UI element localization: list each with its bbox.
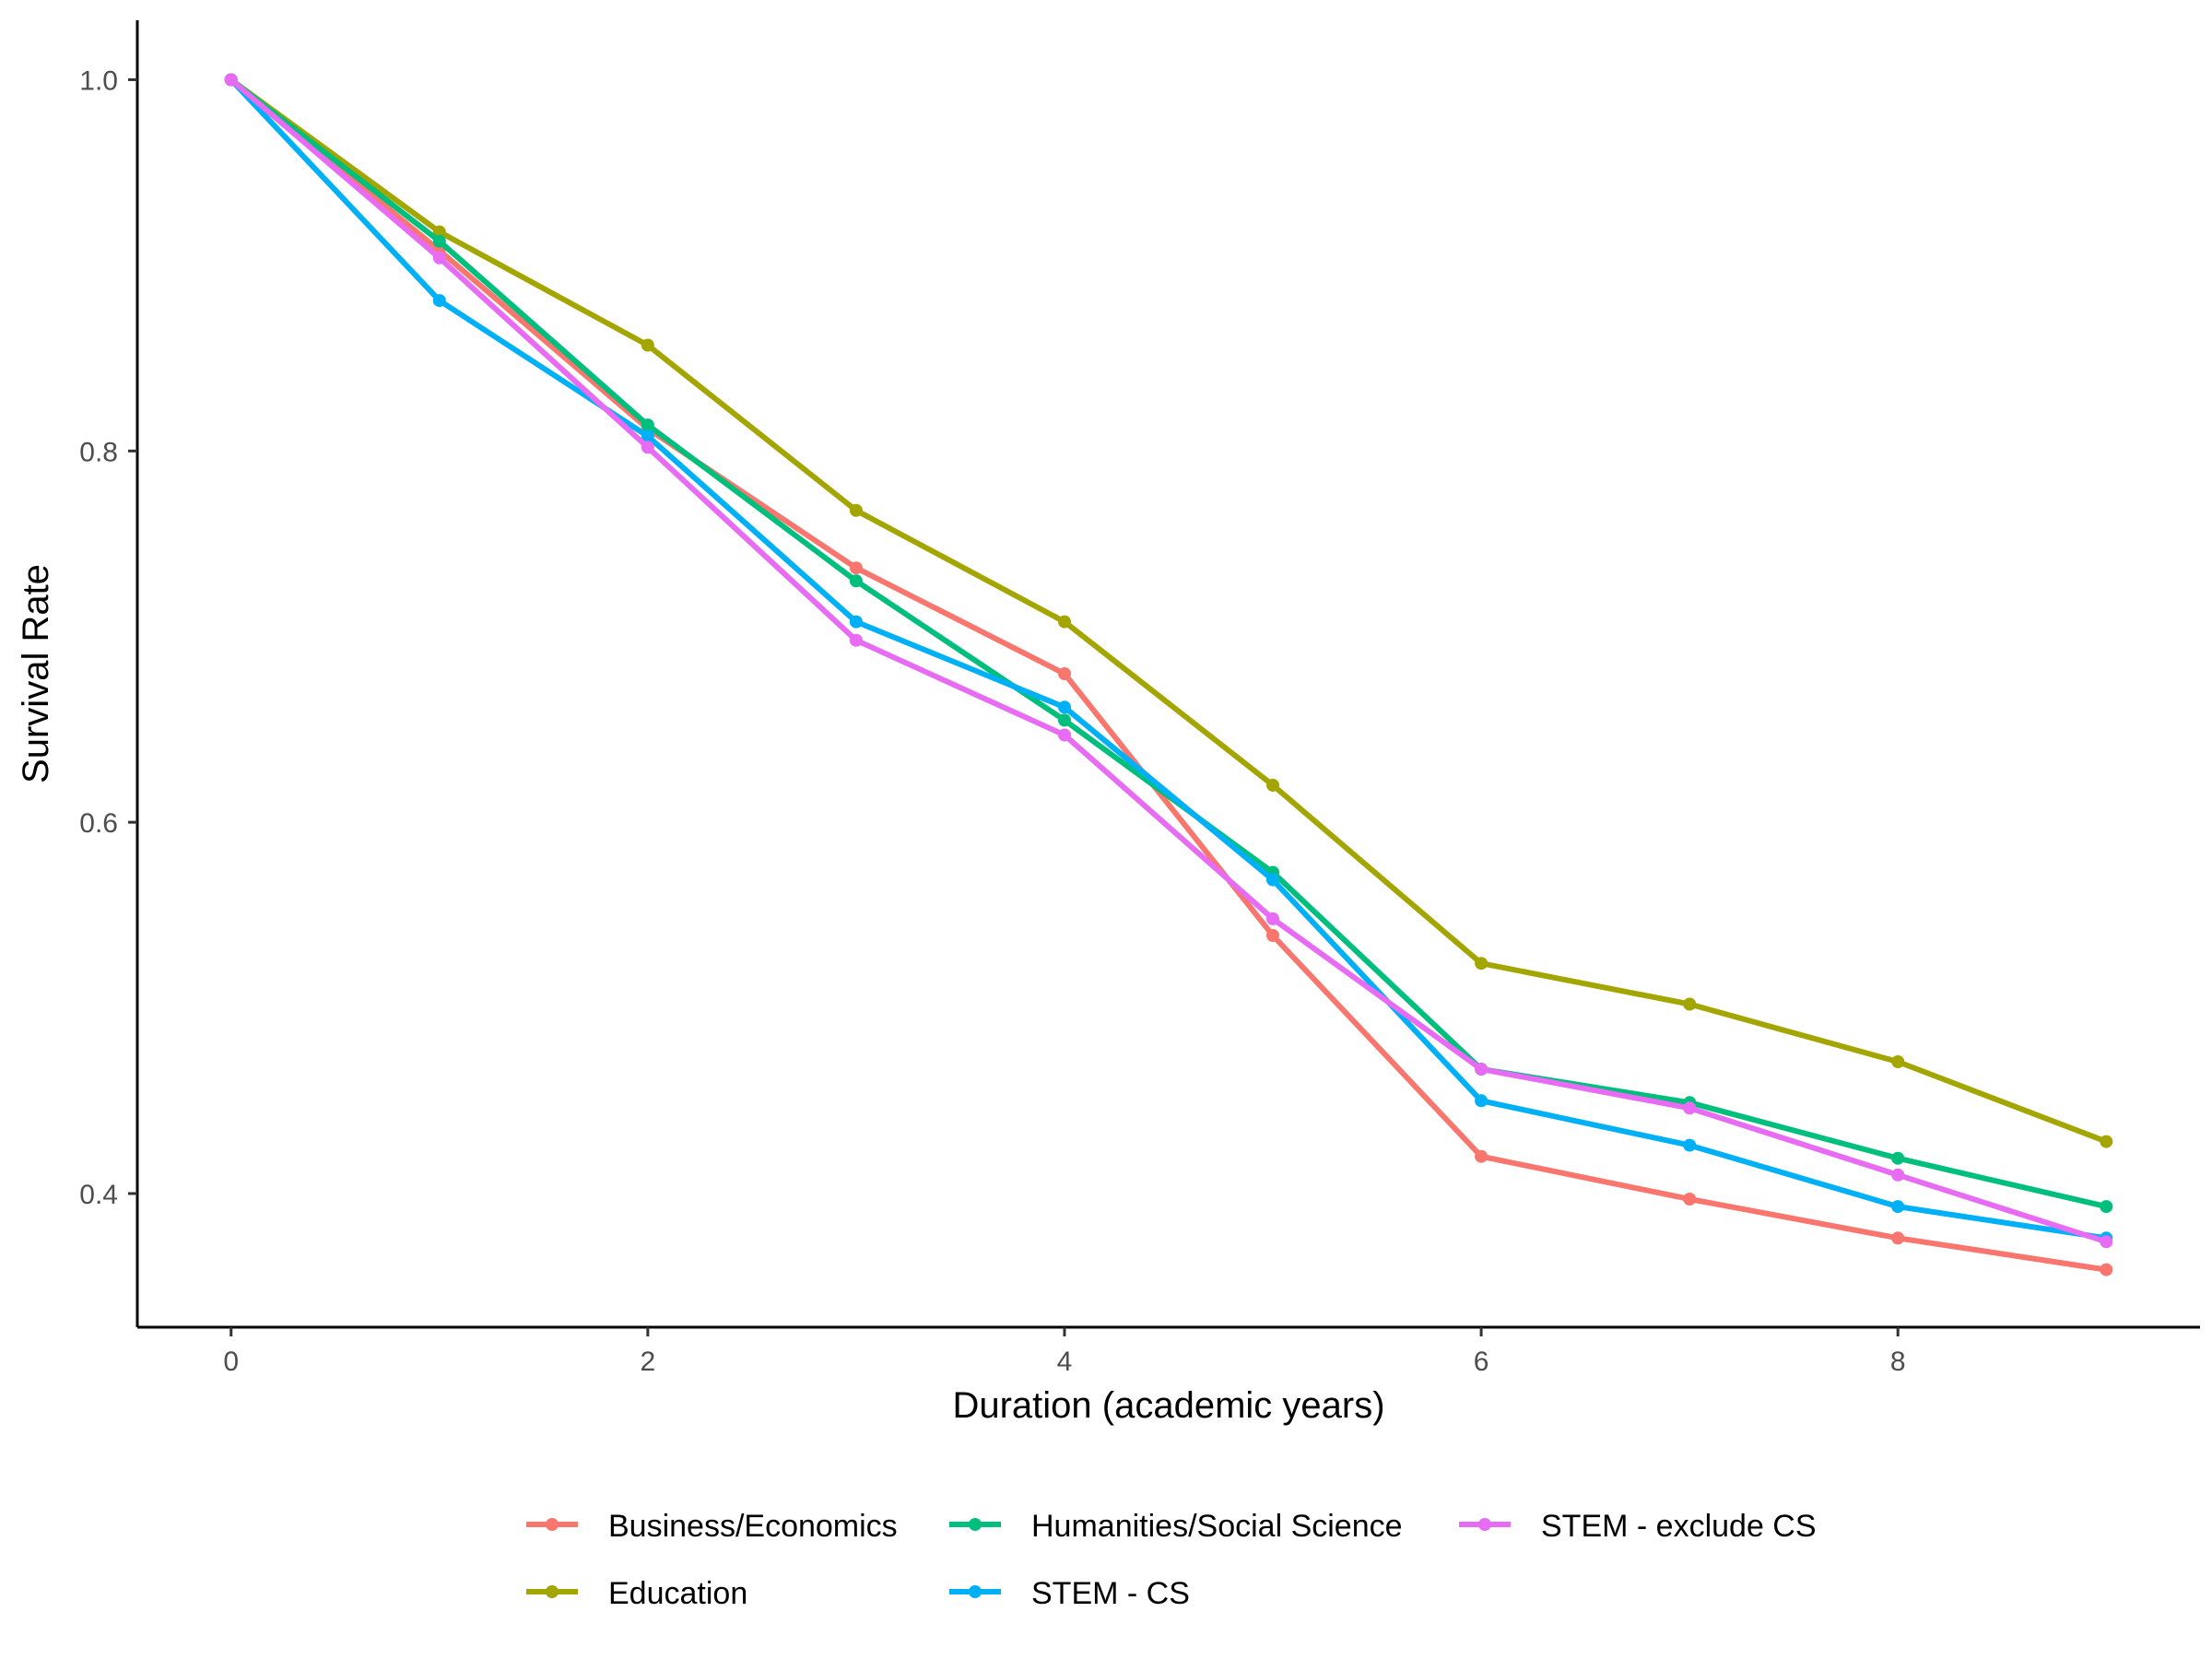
legend-label-education: Education (608, 1576, 747, 1611)
data-point (432, 294, 446, 308)
legend-item-stem-exclude-cs[interactable]: STEM - exclude CS (1459, 1509, 1817, 1544)
legend: Business/Economics Education Humanities/… (526, 1509, 1817, 1611)
y-axis-ticks: 0.4 0.6 0.8 1.0 (79, 65, 137, 1210)
legend-key-point (546, 1585, 559, 1598)
y-tick-label: 0.6 (79, 808, 118, 839)
data-point (2100, 1235, 2113, 1249)
data-point (849, 561, 863, 575)
data-point (1683, 1101, 1697, 1115)
data-point (1266, 929, 1279, 942)
data-point (1683, 997, 1697, 1011)
data-point (849, 633, 863, 647)
data-point (224, 73, 238, 87)
series-stem-exclude-cs (224, 73, 2113, 1249)
legend-label-stem-cs: STEM - CS (1031, 1576, 1190, 1611)
series-line-education (228, 76, 2110, 1145)
x-tick-label: 4 (1057, 1347, 1073, 1377)
data-point (641, 418, 654, 432)
data-point (1058, 713, 1071, 727)
legend-key-point (1478, 1518, 1491, 1531)
data-point (432, 225, 446, 239)
data-point (1058, 728, 1071, 742)
y-tick-label: 0.8 (79, 437, 118, 467)
legend-label-business-economics: Business/Economics (608, 1509, 898, 1544)
data-point (1475, 1094, 1488, 1108)
y-tick-label: 1.0 (79, 65, 118, 96)
x-tick-label: 6 (1474, 1347, 1489, 1377)
data-point (1058, 615, 1071, 629)
data-point (1683, 1193, 1697, 1206)
data-point (432, 251, 446, 265)
y-tick-label: 0.4 (79, 1180, 118, 1210)
legend-key-point (969, 1518, 982, 1531)
data-point (1475, 957, 1488, 971)
data-point (1475, 1063, 1488, 1076)
legend-label-humanities-social-science: Humanities/Social Science (1031, 1509, 1403, 1544)
x-axis-ticks: 0 2 4 6 8 (223, 1327, 1906, 1377)
x-tick-label: 8 (1890, 1347, 1906, 1377)
data-point (1891, 1055, 1905, 1068)
series-stem-cs (224, 73, 2113, 1245)
data-point (1891, 1200, 1905, 1214)
series-line-stem-exclude-cs (228, 76, 2110, 1245)
legend-item-humanities-social-science[interactable]: Humanities/Social Science (949, 1509, 1403, 1544)
data-point (1891, 1168, 1905, 1182)
x-tick-label: 0 (223, 1347, 239, 1377)
legend-item-stem-cs[interactable]: STEM - CS (949, 1576, 1190, 1611)
x-tick-label: 2 (641, 1347, 656, 1377)
data-point (849, 503, 863, 517)
data-point (2100, 1135, 2113, 1148)
data-point (1891, 1231, 1905, 1245)
data-point (1475, 1149, 1488, 1163)
data-point (641, 338, 654, 352)
data-point (1683, 1138, 1697, 1152)
legend-label-stem-exclude-cs: STEM - exclude CS (1541, 1509, 1817, 1544)
data-point (1058, 667, 1071, 680)
data-point (2100, 1263, 2113, 1277)
data-point (849, 574, 863, 588)
data-point (432, 234, 446, 248)
series-layer (224, 73, 2113, 1277)
series-line-business-economics (228, 76, 2110, 1273)
data-point (2100, 1200, 2113, 1214)
data-point (641, 441, 654, 454)
data-point (1266, 912, 1279, 925)
y-axis-title: Survival Rate (16, 564, 56, 783)
legend-key-point (546, 1518, 559, 1531)
legend-item-education[interactable]: Education (526, 1576, 747, 1611)
data-point (1891, 1151, 1905, 1165)
x-axis-title: Duration (academic years) (952, 1385, 1384, 1426)
data-point (1266, 778, 1279, 792)
series-line-stem-cs (228, 76, 2110, 1241)
legend-key-point (969, 1585, 982, 1598)
data-point (1058, 700, 1071, 714)
data-point (1266, 873, 1279, 887)
data-point (849, 615, 863, 629)
data-point (641, 429, 654, 443)
legend-item-business-economics[interactable]: Business/Economics (526, 1509, 898, 1544)
